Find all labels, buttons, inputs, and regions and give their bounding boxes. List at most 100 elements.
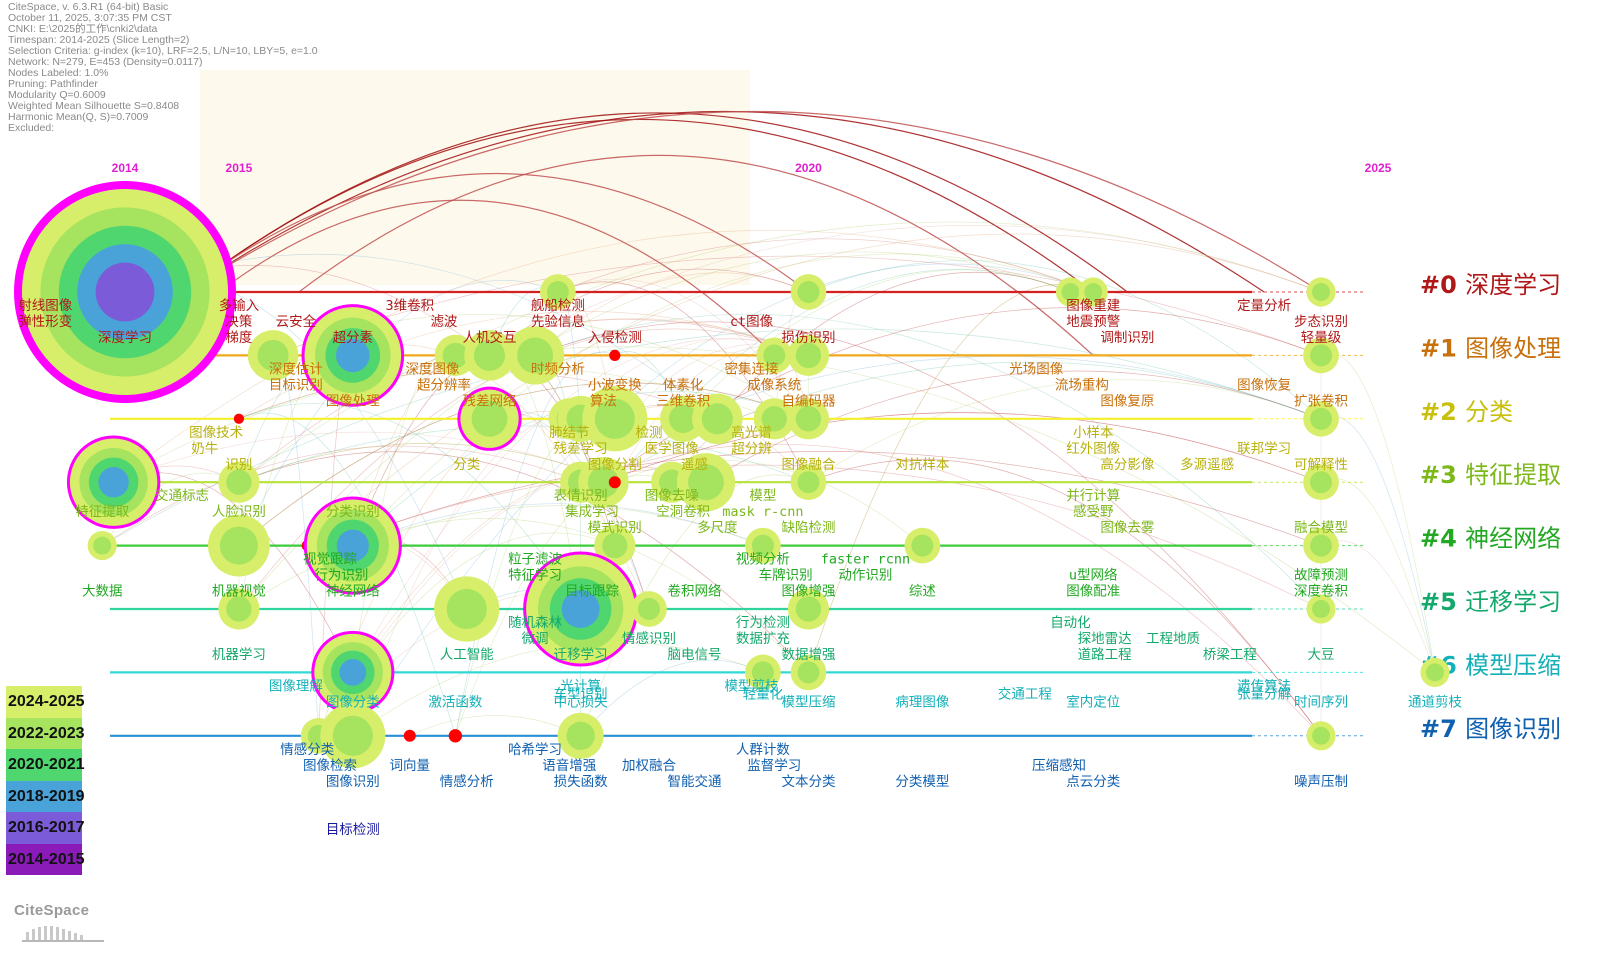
node-ring [473,339,506,371]
keyword-label: 模型 [749,488,776,504]
node-ring [546,281,569,303]
keyword-label: 目标检测 [326,822,380,838]
keyword-label: 舰船检测 [531,298,585,314]
keyword-label: 情感分类 [280,741,334,758]
citation-arc [238,412,456,736]
keyword-label: 光场图像 [1009,361,1063,377]
keyword-label: 定量分析 [1237,298,1291,314]
keyword-node [218,461,260,503]
keyword-node [434,334,476,376]
node-ring [795,342,822,369]
node-ring [795,596,822,622]
keyword-node [787,588,830,630]
keyword-label: 特征学习 [508,568,562,584]
citation-arc [614,351,707,483]
keyword-label: 大数据 [82,584,123,600]
keyword-label: 图像恢复 [1237,376,1291,393]
keyword-label: 深度学习 [98,330,152,346]
node-ring [226,596,252,622]
keyword-label: 数据扩充 [736,631,790,647]
node-ring [566,721,595,750]
keyword-label: 哈希学习 [508,742,562,758]
citation-arc [238,346,1436,673]
node-ring [1312,600,1331,618]
keyword-label: 奶牛 [191,441,218,457]
keyword-label: 图像识别 [326,774,380,790]
node-ring [561,590,600,628]
cluster-id: #3 [1420,461,1465,489]
node-ring [594,398,635,439]
keyword-label: 弹性形变 [18,314,72,330]
keyword-label: 中心损失 [554,694,608,710]
node-ring [257,339,289,371]
info-line: CNKI: E:\2025的工作\cnki2\data [8,23,158,35]
node-ring [668,404,698,433]
keyword-label: 空洞卷积 [656,504,710,520]
keyword-label: 智能交通 [668,773,722,790]
citation-arc [329,451,1322,546]
keyword-label: 多源遥感 [1180,456,1234,473]
citation-arc [534,313,1322,610]
citation-arc [682,269,1071,420]
keyword-label: 图像去雾 [1100,520,1154,536]
keyword-label: 语音增强 [542,757,596,774]
info-line: Harmonic Mean(Q, S)=0.7009 [8,111,149,123]
keyword-node [218,588,260,630]
info-line: Excluded: [8,122,55,134]
cluster-name: 特征提取 [1465,461,1561,489]
keyword-label: 图像技术 [189,425,243,441]
keyword-label: 道路工程 [1078,647,1132,663]
node-ring [1310,407,1333,430]
citation-arc [808,260,1322,420]
keyword-label: 轻量级 [1301,330,1342,346]
keyword-label: 情感分析 [440,773,494,790]
citation-arc [218,199,775,356]
node-ring [797,661,820,684]
keyword-label: 入侵检测 [588,329,642,346]
citation-arc [352,253,1094,546]
keyword-label: 病理图像 [895,694,949,710]
citation-arc [238,451,809,673]
keyword-node [1303,464,1339,501]
keyword-node [756,337,793,374]
keyword-label: 先验信息 [531,313,585,330]
keyword-label: 卷积网络 [668,584,722,600]
keyword-node [457,386,522,451]
keyword-label: 图像分类 [326,694,380,710]
keyword-label: 人机交互 [463,329,517,346]
keyword-label: 自编码器 [781,393,835,409]
node-ring [701,403,733,435]
keyword-node [609,349,621,361]
node-ring [1061,283,1080,301]
burst-node [448,729,463,743]
node-ring [1312,283,1331,301]
keyword-label: 目标跟踪 [565,584,619,600]
keyword-label: 模式识别 [588,520,642,536]
keyword-label: 模型剪枝 [725,678,779,694]
keyword-label: 监督学习 [747,758,801,774]
keyword-label: 通道剪枝 [1408,694,1462,710]
node-ring [1310,344,1333,367]
node-ring [763,344,786,367]
keyword-label: 微调 [522,631,549,647]
keyword-label: 人脸识别 [212,504,266,520]
cluster-label-5: #5 迁移学习 [1420,588,1561,616]
keyword-node [608,476,621,489]
keyword-label: 视频分析 [736,552,790,568]
citation-arc [238,279,558,546]
cluster-name: 图像处理 [1465,334,1561,362]
keyword-node [582,386,648,452]
node-ring [1310,471,1333,494]
cluster-label-4: #4 神经网络 [1420,525,1561,553]
keyword-node [1306,594,1336,624]
cluster-id: #4 [1420,525,1465,553]
keyword-label: 并行计算 [1066,488,1120,504]
citation-arc [184,172,809,293]
keyword-label: 高分影像 [1100,456,1154,473]
keyword-label: 分类模型 [895,774,949,790]
keyword-node [1055,277,1086,307]
legend-label: 2018-2019 [8,787,85,805]
keyword-label: 点云分类 [1066,774,1120,790]
keyword-node [448,729,463,743]
